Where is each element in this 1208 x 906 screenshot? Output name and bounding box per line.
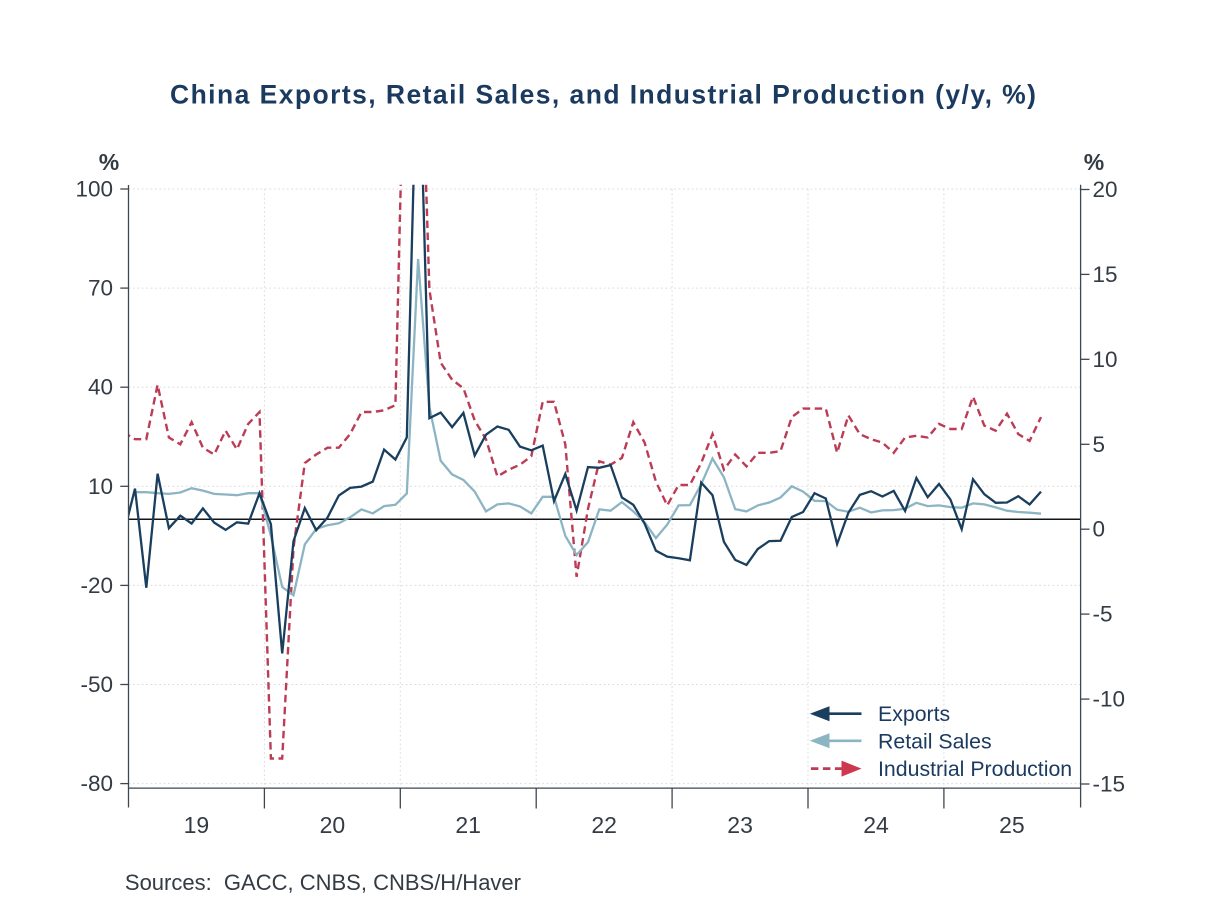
svg-text:23: 23 [727, 812, 753, 838]
svg-text:20: 20 [320, 812, 346, 838]
svg-text:-50: -50 [80, 672, 113, 697]
svg-text:70: 70 [88, 276, 113, 301]
svg-text:China Exports, Retail Sales, a: China Exports, Retail Sales, and Industr… [170, 80, 1036, 110]
svg-text:10: 10 [1093, 347, 1118, 372]
svg-text:-15: -15 [1093, 772, 1126, 797]
svg-text:100: 100 [75, 177, 113, 202]
svg-text:19: 19 [184, 812, 210, 838]
svg-text:%: % [1084, 149, 1104, 175]
svg-text:%: % [99, 149, 119, 175]
svg-text:21: 21 [455, 812, 481, 838]
svg-text:24: 24 [863, 812, 889, 838]
svg-text:-10: -10 [1093, 687, 1126, 712]
svg-text:25: 25 [999, 812, 1025, 838]
svg-text:0: 0 [1093, 517, 1106, 542]
svg-text:Retail Sales: Retail Sales [878, 729, 992, 753]
svg-text:10: 10 [88, 474, 113, 499]
svg-text:20: 20 [1093, 177, 1118, 202]
svg-text:22: 22 [591, 812, 617, 838]
svg-text:-20: -20 [80, 573, 113, 598]
svg-text:-80: -80 [80, 771, 113, 796]
svg-text:Sources: GACC, CNBS, CNBS/H/H: Sources: GACC, CNBS, CNBS/H/Haver [125, 870, 521, 895]
svg-text:5: 5 [1093, 432, 1106, 457]
svg-text:Industrial Production: Industrial Production [878, 757, 1072, 781]
svg-text:15: 15 [1093, 262, 1118, 287]
svg-text:-5: -5 [1093, 602, 1113, 627]
svg-text:Exports: Exports [878, 702, 950, 726]
svg-text:40: 40 [88, 375, 113, 400]
